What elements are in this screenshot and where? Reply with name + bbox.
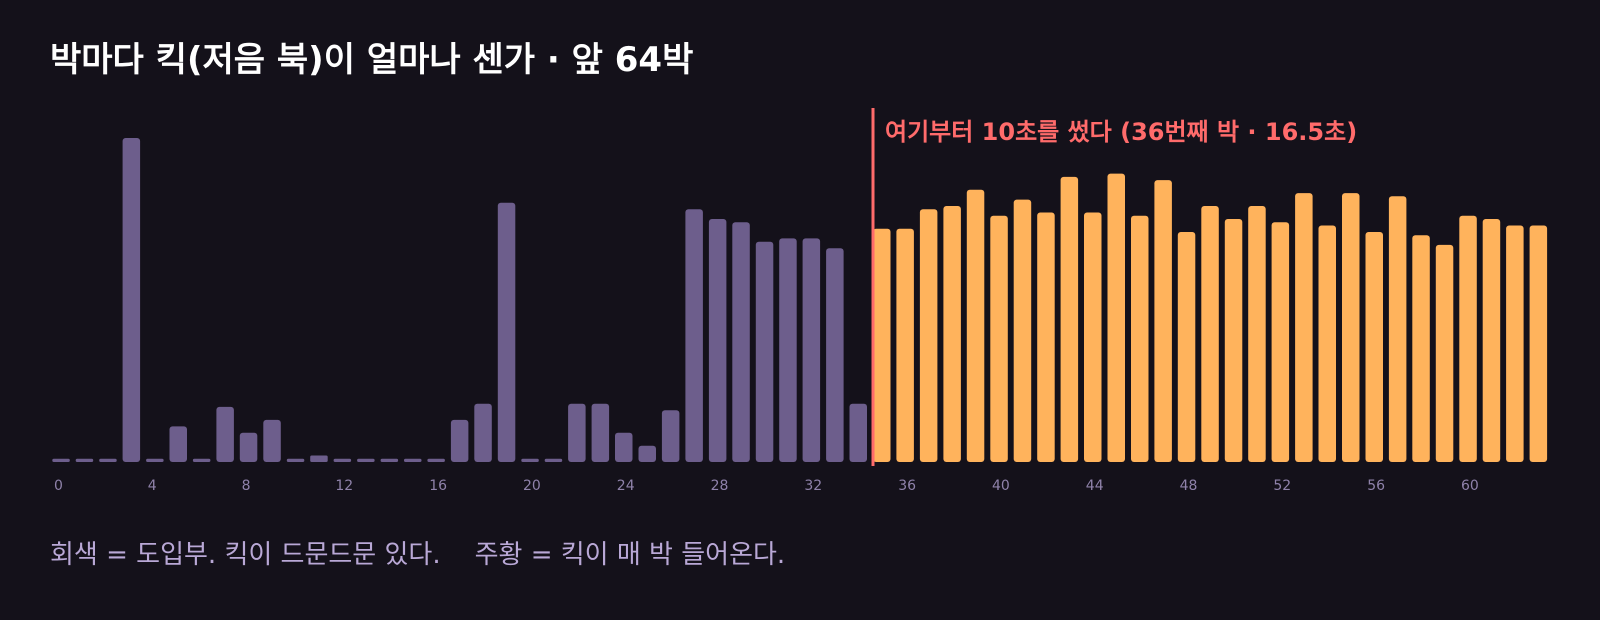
x-tick-44: 44 [1086, 478, 1104, 494]
bar-beat-18 [474, 403, 492, 462]
caption-after: 주황 = 킥이 매 박 들어온다. [474, 540, 786, 570]
bar-beat-11 [310, 455, 328, 462]
bar-beat-46 [1131, 215, 1149, 462]
bar-beat-15 [404, 458, 422, 462]
bar-beat-31 [779, 238, 797, 462]
bar-beat-61 [1482, 219, 1501, 462]
caption-before: 회색 = 도입부. 킥이 드문드문 있다. [50, 540, 441, 570]
bar-beat-16 [427, 458, 445, 462]
bar-beat-17 [450, 419, 469, 462]
bar-beat-33 [826, 248, 844, 462]
bar-beat-41 [1013, 199, 1032, 462]
bar-beat-29 [732, 222, 750, 462]
threshold-annotation: 여기부터 10초를 썼다 (36번째 박 · 16.5초) [885, 118, 1357, 146]
bar-beat-60 [1459, 215, 1477, 462]
x-tick-0: 0 [54, 478, 63, 494]
bar-beat-45 [1107, 173, 1125, 462]
bar-beat-54 [1318, 225, 1336, 462]
bar-beat-51 [1248, 206, 1266, 462]
bar-beat-5 [169, 426, 187, 462]
bar-beat-39 [966, 189, 985, 463]
bars-group [52, 138, 1548, 463]
bar-beat-58 [1412, 235, 1430, 462]
bar-beat-40 [990, 215, 1008, 462]
bar-beat-30 [755, 241, 774, 462]
bar-beat-27 [685, 209, 703, 462]
bar-beat-44 [1084, 212, 1102, 462]
bar-beat-7 [216, 406, 234, 462]
bar-beat-55 [1342, 193, 1360, 462]
bar-beat-21 [544, 458, 563, 462]
bar-beat-47 [1154, 180, 1172, 462]
bar-beat-53 [1295, 193, 1313, 462]
bar-beat-13 [357, 458, 375, 462]
x-tick-56: 56 [1367, 478, 1385, 494]
bar-beat-22 [568, 403, 586, 462]
bar-beat-37 [919, 209, 938, 462]
kick-strength-bar-chart: 0 4 8 12 16 20 24 28 32 36 40 44 48 52 56 60 여기부터 10초를 … [52, 108, 1548, 494]
x-tick-60: 60 [1461, 478, 1479, 494]
bar-beat-59 [1435, 244, 1454, 462]
bar-beat-36 [896, 228, 914, 462]
bar-beat-19 [497, 202, 516, 463]
bar-beat-20 [521, 458, 539, 462]
bar-beat-50 [1224, 219, 1243, 462]
bar-beat-62 [1506, 225, 1524, 462]
x-tick-24: 24 [617, 478, 635, 494]
bar-beat-9 [263, 419, 281, 462]
bar-beat-49 [1201, 206, 1219, 462]
bar-beat-48 [1177, 232, 1196, 462]
x-tick-20: 20 [523, 478, 541, 494]
bar-beat-52 [1271, 222, 1290, 462]
x-tick-52: 52 [1273, 478, 1291, 494]
x-tick-40: 40 [992, 478, 1010, 494]
x-tick-32: 32 [804, 478, 822, 494]
bar-beat-32 [802, 238, 821, 462]
bar-beat-35 [873, 228, 891, 462]
bar-beat-25 [638, 445, 656, 462]
bar-beat-42 [1037, 212, 1055, 462]
bar-beat-63 [1529, 225, 1548, 462]
x-tick-8: 8 [242, 478, 251, 494]
x-tick-36: 36 [898, 478, 916, 494]
x-tick-28: 28 [711, 478, 729, 494]
bar-beat-10 [286, 458, 305, 462]
x-tick-48: 48 [1180, 478, 1198, 494]
bar-beat-2 [99, 458, 117, 462]
bar-beat-8 [239, 432, 258, 462]
bar-beat-24 [615, 432, 633, 462]
bar-beat-26 [661, 410, 680, 462]
bar-beat-43 [1060, 176, 1079, 462]
bar-beat-28 [708, 219, 727, 462]
bar-beat-57 [1388, 196, 1407, 463]
bar-beat-4 [146, 458, 164, 462]
legend-caption: 회색 = 도입부. 킥이 드문드문 있다. 주황 = 킥이 매 박 들어온다. [50, 534, 785, 571]
bar-beat-6 [192, 458, 211, 462]
bar-beat-14 [380, 458, 399, 462]
chart-title: 박마다 킥(저음 북)이 얼마나 센가 · 앞 64박 [50, 40, 694, 80]
bar-beat-12 [333, 458, 352, 462]
x-tick-16: 16 [429, 478, 447, 494]
bar-beat-34 [849, 403, 867, 462]
bar-beat-56 [1365, 232, 1383, 462]
bar-beat-1 [75, 458, 94, 462]
bar-beat-38 [943, 206, 961, 462]
bar-beat-0 [52, 458, 70, 462]
x-tick-labels: 0 4 8 12 16 20 24 28 32 36 40 44 48 52 56 60 [54, 478, 1479, 494]
x-tick-12: 12 [335, 478, 353, 494]
bar-beat-3 [122, 138, 141, 462]
bar-beat-23 [591, 403, 610, 462]
x-tick-4: 4 [148, 478, 157, 494]
